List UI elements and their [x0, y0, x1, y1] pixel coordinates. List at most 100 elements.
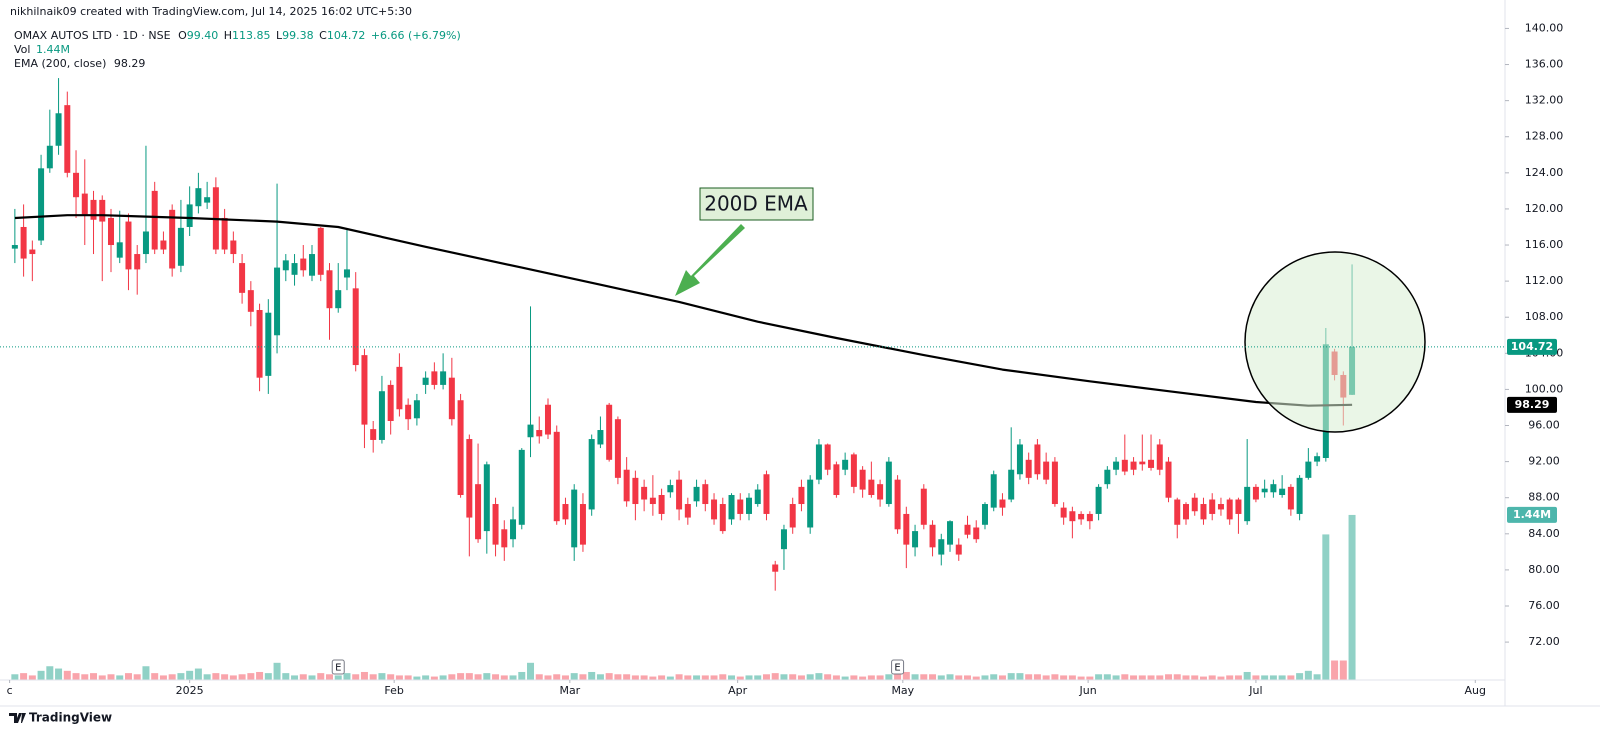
candle-body	[1209, 499, 1216, 514]
candle-body	[815, 444, 822, 480]
candle-body	[1034, 444, 1041, 475]
volume-bar	[492, 674, 500, 680]
candle-body	[719, 504, 726, 532]
candle-body	[1043, 461, 1050, 480]
volume-bar	[649, 676, 657, 680]
candle-body	[142, 231, 149, 255]
volume-bar	[1261, 675, 1269, 680]
volume-bar	[360, 671, 368, 680]
brand: TradingView	[29, 711, 112, 725]
candle-body	[20, 226, 27, 259]
close-key: C	[319, 29, 327, 42]
volume-bar	[1339, 660, 1347, 680]
candle-body	[1113, 461, 1120, 470]
y-tick-label: 112.00	[1525, 274, 1564, 287]
candle-body	[343, 269, 350, 278]
price-layer	[11, 78, 1356, 591]
volume-bar	[308, 675, 316, 680]
ema-line	[14, 214, 1353, 407]
event-label: E	[335, 663, 341, 674]
candle-body	[160, 240, 167, 250]
volume-bar	[90, 673, 98, 680]
volume-bar	[291, 675, 299, 680]
volume-bar	[229, 675, 237, 680]
candle-body	[929, 524, 936, 548]
volume-bar	[124, 673, 132, 680]
volume-bar	[168, 674, 176, 680]
candle-body	[1060, 507, 1067, 518]
volume-bar	[369, 674, 377, 680]
candle-body	[1148, 459, 1155, 468]
volume-bar	[1226, 675, 1234, 680]
volume-bar	[1033, 674, 1041, 680]
volume-bar	[404, 675, 412, 680]
volume-bar	[343, 673, 351, 680]
volume-bar	[1243, 671, 1251, 680]
volume-bar	[710, 675, 718, 680]
candle-body	[151, 190, 158, 250]
candle-body	[606, 404, 613, 460]
candle-body	[326, 270, 333, 309]
candle-body	[1261, 488, 1268, 493]
volume-bar	[1234, 675, 1242, 680]
candle-body	[807, 479, 814, 528]
volume-bar	[1296, 673, 1304, 680]
volume-bar	[1077, 676, 1085, 680]
volume-label: 1.44M	[1513, 508, 1551, 521]
volume-bar	[1269, 675, 1277, 680]
volume-bar	[1173, 674, 1181, 680]
volume-bar	[561, 675, 569, 680]
volume-bar	[72, 673, 80, 680]
candle-body	[859, 469, 866, 490]
candle-body	[335, 290, 342, 309]
volume-bar	[46, 666, 54, 680]
candle-body	[1025, 459, 1032, 478]
candle-body	[1235, 499, 1242, 514]
volume-bar	[334, 675, 342, 680]
volume-bar	[789, 674, 797, 680]
volume-bar	[579, 674, 587, 680]
y-tick-label: 116.00	[1525, 238, 1564, 251]
ema-price-label: 98.29	[1515, 398, 1550, 411]
candle-body	[676, 479, 683, 510]
candle-body	[562, 504, 569, 520]
volume-bar	[98, 675, 106, 680]
volume-bar	[666, 676, 674, 680]
volume-bar	[1103, 674, 1111, 680]
candle-body	[1016, 444, 1023, 475]
highlight-circle	[1244, 251, 1426, 433]
volume-bar	[1287, 675, 1295, 680]
candle-body	[842, 459, 849, 470]
y-tick-label: 76.00	[1528, 599, 1560, 612]
volume-bar	[1086, 676, 1094, 680]
candle-body	[990, 474, 997, 508]
candle-body	[413, 400, 420, 419]
candle-body	[317, 227, 324, 275]
y-tick-label: 120.00	[1525, 202, 1564, 215]
y-tick-label: 136.00	[1525, 58, 1564, 71]
annotation-text: 200D EMA	[704, 192, 808, 216]
candle-body	[431, 371, 438, 385]
volume-bar	[299, 674, 307, 680]
candle-body	[798, 486, 805, 505]
volume-bar	[806, 674, 814, 680]
candle-body	[649, 497, 656, 505]
candle-body	[667, 485, 674, 493]
last-price-label: 104.72	[1511, 340, 1553, 353]
candle-body	[702, 484, 709, 505]
volume-label-box	[1507, 506, 1557, 523]
volume-layer	[11, 514, 1356, 680]
volume-bar	[107, 674, 115, 680]
candle-body	[492, 504, 499, 545]
volume-bar	[570, 673, 578, 680]
volume-bar	[238, 674, 246, 680]
candle-body	[352, 288, 359, 366]
volume-bar	[1208, 675, 1216, 680]
volume-bar	[1121, 674, 1129, 680]
candle-body	[282, 260, 289, 271]
last-price-label-box	[1507, 338, 1557, 355]
volume-bar	[63, 670, 71, 680]
brand-logo: TradingView	[9, 711, 112, 725]
candle-body	[396, 366, 403, 410]
